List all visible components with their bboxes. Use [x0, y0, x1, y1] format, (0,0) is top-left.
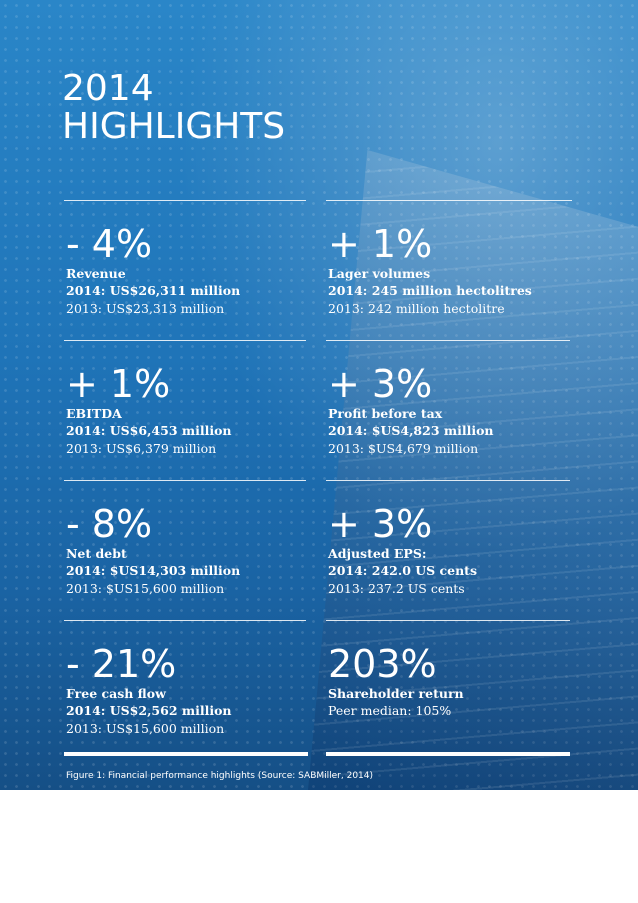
divider-right-3	[326, 480, 570, 481]
highlight-shareholder-return: 203% Shareholder return Peer median: 105…	[328, 644, 464, 720]
highlight-label: Lager volumes	[328, 266, 431, 281]
highlight-label: Profit before tax	[328, 406, 443, 421]
highlight-2014-value: 2014: 245 million hectolitres	[328, 283, 532, 298]
highlight-lager-volumes: + 1% Lager volumes 2014: 245 million hec…	[328, 224, 532, 318]
highlight-peer-median: Peer median: 105%	[328, 703, 452, 718]
highlight-change: - 4%	[66, 222, 153, 266]
highlights-panel: 2014 HIGHLIGHTS - 4% Revenue 2014: US$26…	[0, 0, 638, 790]
highlight-2014-value: 2014: US$6,453 million	[66, 423, 232, 438]
highlight-label: Net debt	[66, 546, 127, 561]
title-year: 2014	[62, 68, 154, 109]
highlight-label: Revenue	[66, 266, 126, 281]
highlight-ebitda: + 1% EBITDA 2014: US$6,453 million 2013:…	[66, 364, 232, 458]
highlight-2013-value: 2013: 237.2 US cents	[328, 581, 465, 596]
highlight-free-cash-flow: - 21% Free cash flow 2014: US$2,562 mill…	[66, 644, 232, 738]
highlight-change: + 1%	[328, 222, 433, 266]
highlight-change: - 21%	[66, 642, 177, 686]
highlight-adjusted-eps: + 3% Adjusted EPS: 2014: 242.0 US cents …	[328, 504, 477, 598]
highlight-change: 203%	[328, 642, 437, 686]
page-title: 2014 HIGHLIGHTS	[62, 70, 285, 146]
divider-left-1	[64, 200, 306, 201]
highlight-change: + 1%	[66, 362, 171, 406]
divider-right-4	[326, 620, 570, 621]
building-background	[308, 150, 638, 790]
divider-left-bottom	[64, 752, 308, 756]
divider-left-3	[64, 480, 306, 481]
highlight-2014-value: 2014: $US14,303 million	[66, 563, 241, 578]
highlight-change: + 3%	[328, 362, 433, 406]
highlight-label: Shareholder return	[328, 686, 464, 701]
highlight-2013-value: 2013: $US4,679 million	[328, 441, 479, 456]
highlight-2013-value: 2013: US$23,313 million	[66, 301, 225, 316]
highlight-2014-value: 2014: $US4,823 million	[328, 423, 494, 438]
title-word: HIGHLIGHTS	[62, 106, 286, 147]
dot-pattern-background	[0, 0, 638, 790]
highlight-label: Adjusted EPS:	[328, 546, 427, 561]
divider-right-1	[326, 200, 572, 201]
highlight-profit-before-tax: + 3% Profit before tax 2014: $US4,823 mi…	[328, 364, 494, 458]
figure-caption: Figure 1: Financial performance highligh…	[66, 771, 374, 781]
divider-left-2	[64, 340, 306, 341]
highlight-change: - 8%	[66, 502, 153, 546]
highlight-2014-value: 2014: US$2,562 million	[66, 703, 232, 718]
highlight-2014-value: 2014: 242.0 US cents	[328, 563, 477, 578]
highlight-2014-value: 2014: US$26,311 million	[66, 283, 241, 298]
highlight-2013-value: 2013: US$6,379 million	[66, 441, 217, 456]
highlight-label: Free cash flow	[66, 686, 166, 701]
highlight-label: EBITDA	[66, 406, 122, 421]
building-lines-background	[308, 150, 638, 790]
highlight-revenue: - 4% Revenue 2014: US$26,311 million 201…	[66, 224, 240, 318]
highlight-2013-value: 2013: US$15,600 million	[66, 721, 225, 736]
divider-right-bottom	[326, 752, 570, 756]
highlight-2013-value: 2013: $US15,600 million	[66, 581, 225, 596]
highlight-net-debt: - 8% Net debt 2014: $US14,303 million 20…	[66, 504, 240, 598]
highlight-2013-value: 2013: 242 million hectolitre	[328, 301, 505, 316]
divider-left-4	[64, 620, 306, 621]
divider-right-2	[326, 340, 570, 341]
highlight-change: + 3%	[328, 502, 433, 546]
